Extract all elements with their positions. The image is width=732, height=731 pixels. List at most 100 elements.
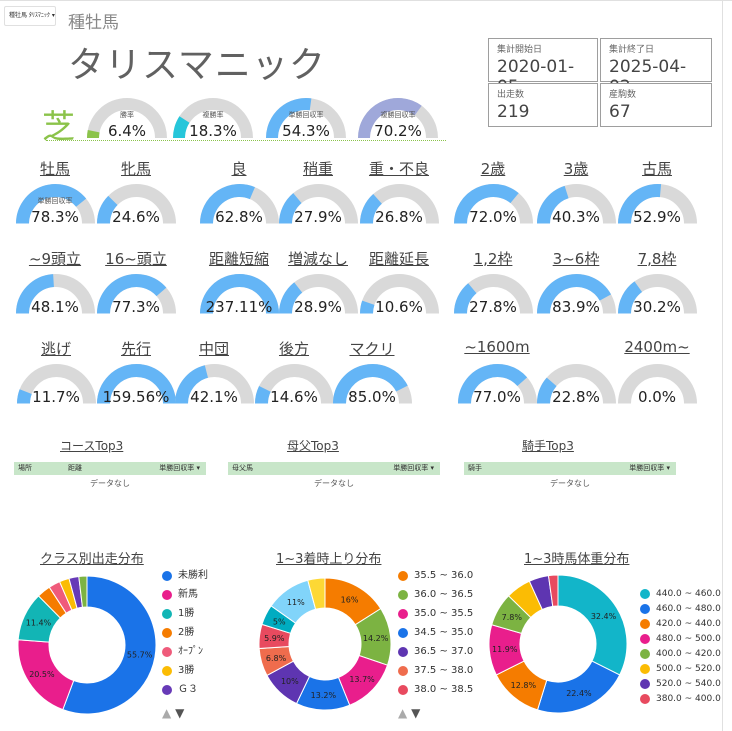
gauge-7-1: 22.8% (535, 362, 618, 406)
legend-label: 2勝 (178, 627, 195, 638)
legend-swatch (640, 664, 650, 674)
gauge-fill (96, 364, 176, 404)
gauge-label-5-1: 3~6枠 (552, 250, 600, 268)
gauge-track (87, 98, 167, 139)
legend-label: 400.0 ~ 420.0 (656, 649, 721, 659)
gauge-fill (617, 281, 642, 314)
legend-swatch (162, 666, 172, 676)
gauge-6-2: 42.1% (173, 362, 256, 406)
gauge-6-4: 85.0% (331, 362, 414, 406)
donut-slice (557, 574, 628, 676)
class-dist-donut: 55.7% 20.5% 11.4% (17, 575, 157, 715)
legend-swatch (398, 647, 408, 657)
donut-slice (78, 575, 88, 608)
gauge-fill (359, 194, 382, 224)
legend-swatch (640, 589, 650, 599)
closing-time-donut: 16% 14.2% 13.7% 13.2% 10% 6.8% 5.9% 5% 11% (258, 577, 392, 711)
surface-divider (46, 140, 446, 141)
legend-swatch (398, 571, 408, 581)
damsire-col-name: 母父馬 (232, 464, 253, 472)
gauge-sublabel: 勝率 (120, 111, 134, 119)
donut-slice-label: 13.7% (349, 675, 375, 684)
legend-label: 未勝利 (178, 570, 208, 581)
gauge-label-0-1: 牝馬 (120, 160, 151, 178)
pager-down-icon[interactable]: ▼ (175, 706, 185, 720)
gauge-value: 24.6% (112, 207, 160, 226)
gauge-value: 30.2% (633, 297, 681, 316)
course-top3-header[interactable]: 場所 距離 単勝回収率 ▾ (14, 462, 206, 475)
gauge-fill (536, 377, 557, 404)
donut-slice-label: 6.8% (266, 654, 287, 663)
legend-swatch (398, 590, 408, 600)
legend-swatch (162, 647, 172, 657)
gauge-6-1: 159.56% (95, 362, 178, 406)
jockey-top3-title: 騎手Top3 (522, 439, 574, 453)
legend-label: 440.0 ~ 460.0 (656, 589, 721, 599)
legend-label: 35.5 ~ 36.0 (414, 570, 474, 581)
horse-name-title: タリスマニック (68, 45, 326, 86)
gauge-fill (457, 364, 527, 404)
gauge-label-1-1: 稍重 (302, 160, 333, 178)
damsire-top3-header[interactable]: 母父馬 単勝回収率 ▾ (228, 462, 440, 475)
gauge-7-2: 0.0% (616, 362, 699, 406)
gauge-fill (16, 389, 32, 404)
gauge-1-1: 27.9% (277, 182, 360, 226)
start-date-box: 集計開始日 2020-01-05 (488, 38, 598, 97)
legend-label: 500.0 ~ 520.0 (656, 664, 721, 674)
foals-label: 産駒数 (609, 90, 637, 100)
donut-slice-label: 32.4% (591, 612, 617, 621)
gauge-5-0: 27.8% (452, 272, 535, 316)
donut-slice-label: 7.8% (502, 613, 523, 622)
legend-swatch (640, 649, 650, 659)
gauge-0-1: 24.6% (95, 182, 178, 226)
gauge-track (359, 274, 439, 314)
course-col-sort[interactable]: 単勝回収率 ▾ (159, 464, 200, 472)
gauge-value: 0.0% (637, 387, 677, 406)
gauge-label-5-0: 1,2枠 (473, 250, 513, 268)
jockey-top3-empty: データなし (550, 479, 590, 488)
gauge-label-3-0: ~9頭立 (28, 250, 82, 268)
class-dist-title: クラス別出走分布 (40, 552, 144, 567)
gauge-label-2-0: 2歳 (480, 160, 506, 178)
gauge-6-3: 14.6% (253, 362, 336, 406)
jockey-col-sort[interactable]: 単勝回収率 ▾ (629, 464, 670, 472)
gauge-label-6-3: 後方 (278, 340, 309, 358)
gauge-label-0-0: 牡馬 (39, 160, 70, 178)
gauge-label-1-2: 重・不良 (368, 160, 429, 178)
gauge-value: 40.3% (552, 207, 600, 226)
donut-slice (547, 574, 559, 607)
jockey-top3-header[interactable]: 騎手 単勝回収率 ▾ (464, 462, 676, 475)
gauge-fill (278, 282, 302, 314)
pager-down-icon[interactable]: ▼ (411, 706, 421, 720)
gauge-1-0: 62.8% (198, 182, 281, 226)
gauge-value: 72.0% (469, 207, 517, 226)
gauge-value: 6.4% (107, 122, 147, 140)
legend-swatch (162, 590, 172, 600)
class-legend-pager: ▲ ▼ (162, 706, 184, 720)
gauge-fill (536, 274, 611, 314)
donut-slice-label: 11.4% (26, 619, 52, 628)
gauge-2-1: 40.3% (535, 182, 618, 226)
pager-up-icon[interactable]: ▲ (398, 706, 408, 720)
donut-slice-label: 10% (281, 677, 299, 686)
course-col-distance: 距離 (68, 464, 82, 472)
gauge-4-0: 237.11% (198, 272, 281, 316)
legend-swatch (640, 679, 650, 689)
donut-slice-label: 12.8% (511, 681, 537, 690)
gauge-3-0: 48.1% (14, 272, 97, 316)
gauge-label-6-0: 逃げ (40, 340, 71, 358)
gauge-fill (87, 130, 100, 139)
gauge-label-6-4: マクリ (349, 340, 395, 358)
legend-label: 420.0 ~ 440.0 (656, 619, 721, 629)
damsire-top3-empty: データなし (314, 479, 354, 488)
donut-slice (307, 577, 326, 610)
course-top3-title: コースTop3 (60, 439, 124, 453)
legend-label: ｵｰﾌﾟﾝ (178, 646, 203, 657)
surface-label: 芝 (42, 107, 75, 146)
pager-up-icon[interactable]: ▲ (162, 706, 172, 720)
report-page-tab[interactable]: 種牡馬 ﾀﾘｽﾏﾆｯｸ ▾ (4, 6, 56, 26)
gauge-sublabel: 単勝回収率 (288, 111, 324, 119)
legend-label: 480.0 ~ 500.0 (656, 634, 721, 644)
gauge-2-0: 72.0% (452, 182, 535, 226)
damsire-col-sort[interactable]: 単勝回収率 ▾ (393, 464, 434, 472)
